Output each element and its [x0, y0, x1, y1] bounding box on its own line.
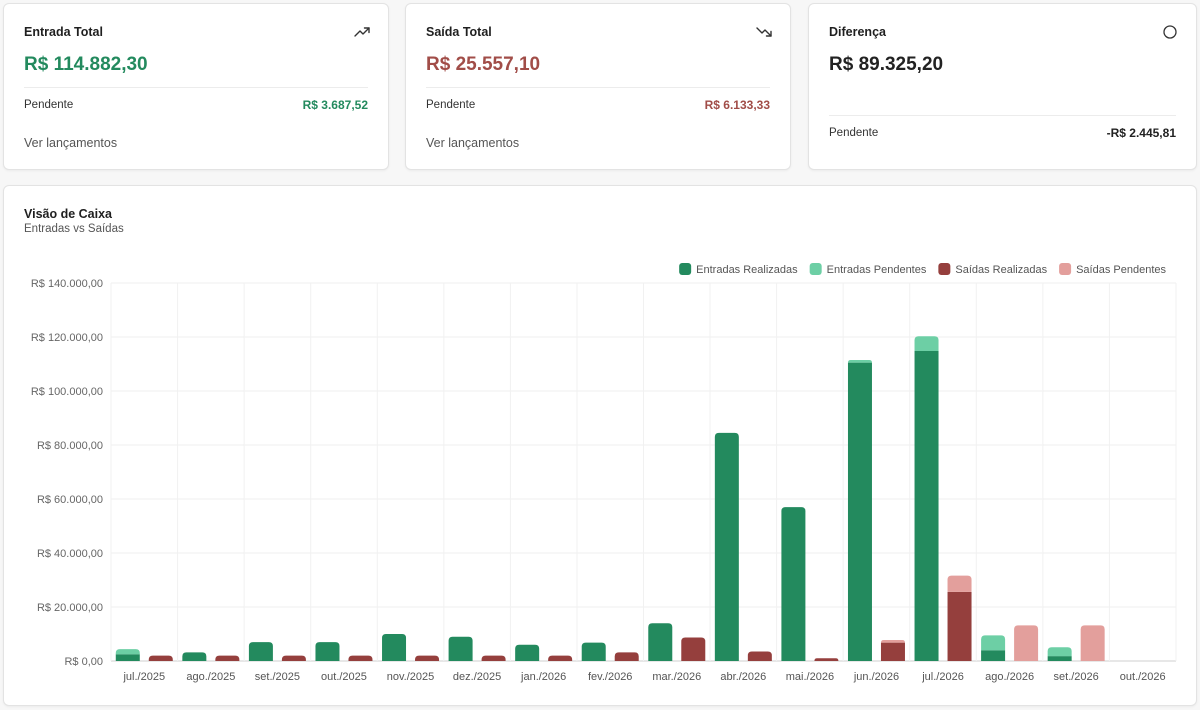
bar-entradas-realizadas[interactable]	[448, 636, 473, 661]
bar-entradas-realizadas[interactable]	[714, 432, 739, 661]
bar-entradas-realizadas[interactable]	[248, 642, 273, 661]
bar-entradas-pendentes[interactable]	[981, 635, 1006, 651]
bar-saidas-realizadas[interactable]	[548, 655, 573, 661]
bar-entradas-realizadas[interactable]	[914, 351, 939, 661]
diferenca-divider	[829, 115, 1176, 116]
trending-down-icon	[756, 27, 772, 37]
bar-entradas-realizadas[interactable]	[115, 654, 140, 661]
bar-saidas-realizadas[interactable]	[281, 655, 306, 661]
x-tick-label: abr./2026	[720, 671, 766, 683]
bar-saidas-realizadas[interactable]	[614, 652, 639, 661]
bar-saidas-pendentes[interactable]	[880, 639, 905, 643]
cash-flow-chart: R$ 0,00 R$ 20.000,00 R$ 40.000,00 R$ 60.000…	[31, 263, 1177, 683]
x-tick-label: nov./2025	[387, 671, 435, 683]
bar-entradas-realizadas[interactable]	[981, 650, 1006, 661]
x-tick-label: out./2025	[321, 671, 367, 683]
bar-saidas-realizadas[interactable]	[215, 655, 240, 661]
bar-entradas-pendentes[interactable]	[115, 649, 140, 655]
saida-ver-lancamentos-link[interactable]: Ver lançamentos	[426, 136, 520, 150]
bar-entradas-realizadas[interactable]	[1047, 656, 1072, 661]
saida-total-title: Saída Total	[426, 25, 492, 39]
bar-entradas-realizadas[interactable]	[847, 362, 872, 661]
x-tick-label: mai./2026	[786, 671, 834, 683]
saida-divider	[426, 87, 770, 88]
legend-label: Saídas Pendentes	[1076, 264, 1166, 276]
bar-saidas-realizadas[interactable]	[148, 655, 173, 661]
x-tick-label: out./2026	[1120, 671, 1166, 683]
saida-pending-label: Pendente	[426, 99, 476, 111]
legend-swatch	[1059, 263, 1072, 275]
y-tick-label: R$ 20.000,00	[37, 602, 103, 614]
bar-saidas-pendentes[interactable]	[1014, 625, 1039, 661]
diferenca-pending-label: Pendente	[829, 127, 879, 139]
bar-entradas-pendentes[interactable]	[1047, 647, 1072, 657]
bar-entradas-realizadas[interactable]	[515, 644, 540, 661]
legend-swatch	[809, 263, 822, 275]
bar-entradas-pendentes[interactable]	[847, 359, 872, 363]
legend-label: Saídas Realizadas	[955, 264, 1047, 276]
entrada-ver-lancamentos-link[interactable]: Ver lançamentos	[24, 136, 118, 150]
bar-entradas-realizadas[interactable]	[182, 652, 207, 661]
legend-label: Entradas Pendentes	[827, 264, 927, 276]
x-tick-label: set./2025	[255, 671, 300, 683]
bar-entradas-pendentes[interactable]	[914, 336, 939, 352]
chart-subtitle: Entradas vs Saídas	[24, 223, 124, 235]
legend-label: Entradas Realizadas	[696, 264, 798, 276]
bar-entradas-realizadas[interactable]	[315, 642, 340, 661]
bar-saidas-pendentes[interactable]	[947, 575, 972, 592]
x-tick-label: jun./2026	[853, 671, 899, 683]
entrada-pending-value: R$ 3.687,52	[302, 98, 368, 112]
x-tick-label: dez./2025	[453, 671, 501, 683]
x-tick-label: jul./2026	[921, 671, 964, 683]
entrada-total-card: Entrada Total R$ 114.882,30 Pendente R$ …	[3, 3, 389, 170]
y-tick-label: R$ 80.000,00	[37, 440, 103, 452]
x-tick-label: jan./2026	[520, 671, 566, 683]
bar-saidas-realizadas[interactable]	[747, 651, 772, 661]
y-tick-label: R$ 60.000,00	[37, 494, 103, 506]
y-tick-label: R$ 100.000,00	[31, 386, 103, 398]
legend-swatch	[679, 263, 692, 275]
bar-saidas-pendentes[interactable]	[1080, 625, 1105, 661]
diferenca-title: Diferença	[829, 25, 886, 39]
saida-pending-value: R$ 6.133,33	[704, 98, 770, 112]
bar-saidas-realizadas[interactable]	[415, 655, 440, 661]
x-tick-label: jul./2025	[122, 671, 165, 683]
saida-total-value: R$ 25.557,10	[426, 54, 541, 75]
y-tick-label: R$ 120.000,00	[31, 332, 103, 344]
x-tick-label: ago./2025	[186, 671, 235, 683]
diferenca-pending-value: -R$ 2.445,81	[1106, 126, 1176, 140]
entrada-total-title: Entrada Total	[24, 25, 103, 39]
x-tick-label: set./2026	[1054, 671, 1099, 683]
bar-entradas-realizadas[interactable]	[648, 623, 673, 661]
bar-saidas-realizadas[interactable]	[947, 591, 972, 661]
circle-icon	[1163, 25, 1177, 39]
saida-total-card: Saída Total R$ 25.557,10 Pendente R$ 6.1…	[405, 3, 791, 170]
x-tick-label: fev./2026	[588, 671, 632, 683]
bar-saidas-realizadas[interactable]	[348, 655, 373, 661]
chart-title: Visão de Caixa	[24, 207, 113, 221]
bar-entradas-realizadas[interactable]	[781, 507, 806, 661]
entrada-pending-label: Pendente	[24, 99, 74, 111]
trending-up-icon	[354, 27, 370, 37]
bar-saidas-realizadas[interactable]	[880, 642, 905, 661]
y-tick-label: R$ 40.000,00	[37, 548, 103, 560]
bar-saidas-realizadas[interactable]	[681, 637, 706, 661]
diferenca-value: R$ 89.325,20	[829, 54, 944, 75]
legend-swatch	[938, 263, 951, 275]
bar-entradas-realizadas[interactable]	[382, 634, 407, 661]
y-tick-label: R$ 140.000,00	[31, 278, 103, 290]
bar-saidas-realizadas[interactable]	[814, 658, 839, 661]
bar-saidas-realizadas[interactable]	[481, 655, 506, 661]
diferenca-card: Diferença R$ 89.325,20 Pendente -R$ 2.44…	[808, 3, 1197, 170]
bar-entradas-realizadas[interactable]	[581, 642, 606, 661]
x-tick-label: mar./2026	[652, 671, 701, 683]
entrada-divider	[24, 87, 368, 88]
visao-de-caixa-card: Visão de Caixa Entradas vs Saídas R$ 0,0…	[3, 185, 1197, 706]
y-tick-label: R$ 0,00	[64, 656, 103, 668]
entrada-total-value: R$ 114.882,30	[24, 54, 148, 75]
x-tick-label: ago./2026	[985, 671, 1034, 683]
